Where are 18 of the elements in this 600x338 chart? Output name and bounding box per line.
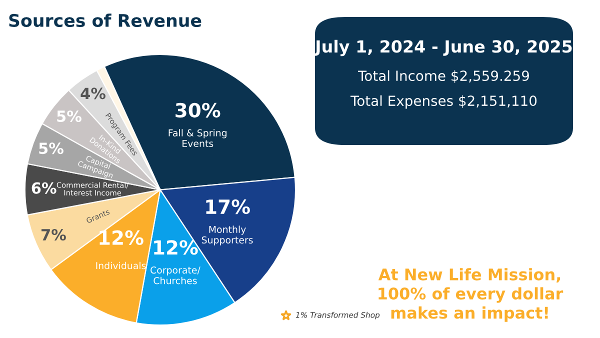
data-label: 5% <box>57 110 82 122</box>
slice-label: Individuals <box>96 262 146 270</box>
data-label: 30% <box>176 102 220 118</box>
data-label: 6% <box>32 182 56 194</box>
data-label: 17% <box>206 199 250 214</box>
data-label: 4% <box>80 88 106 100</box>
slice-label: Corporate/ Churches <box>150 266 200 284</box>
slice-label: Fall & Spring Events <box>168 129 226 148</box>
text: Total Income $2,559.259 <box>358 70 529 83</box>
text: July 1, 2024 - June 30, 2025 <box>314 40 572 56</box>
data-label: 12% <box>154 240 198 255</box>
text: Total Expenses $2,151,110 <box>350 95 537 109</box>
slice-label: Monthly Supporters <box>202 226 253 246</box>
data-label: 12% <box>100 230 144 246</box>
chart-title: Sources of Revenue <box>9 14 202 28</box>
data-label: 5% <box>39 142 64 154</box>
data-label: 7% <box>42 228 66 241</box>
text: At New Life Mission, 100% of every dollar makes an impact! <box>378 268 564 322</box>
